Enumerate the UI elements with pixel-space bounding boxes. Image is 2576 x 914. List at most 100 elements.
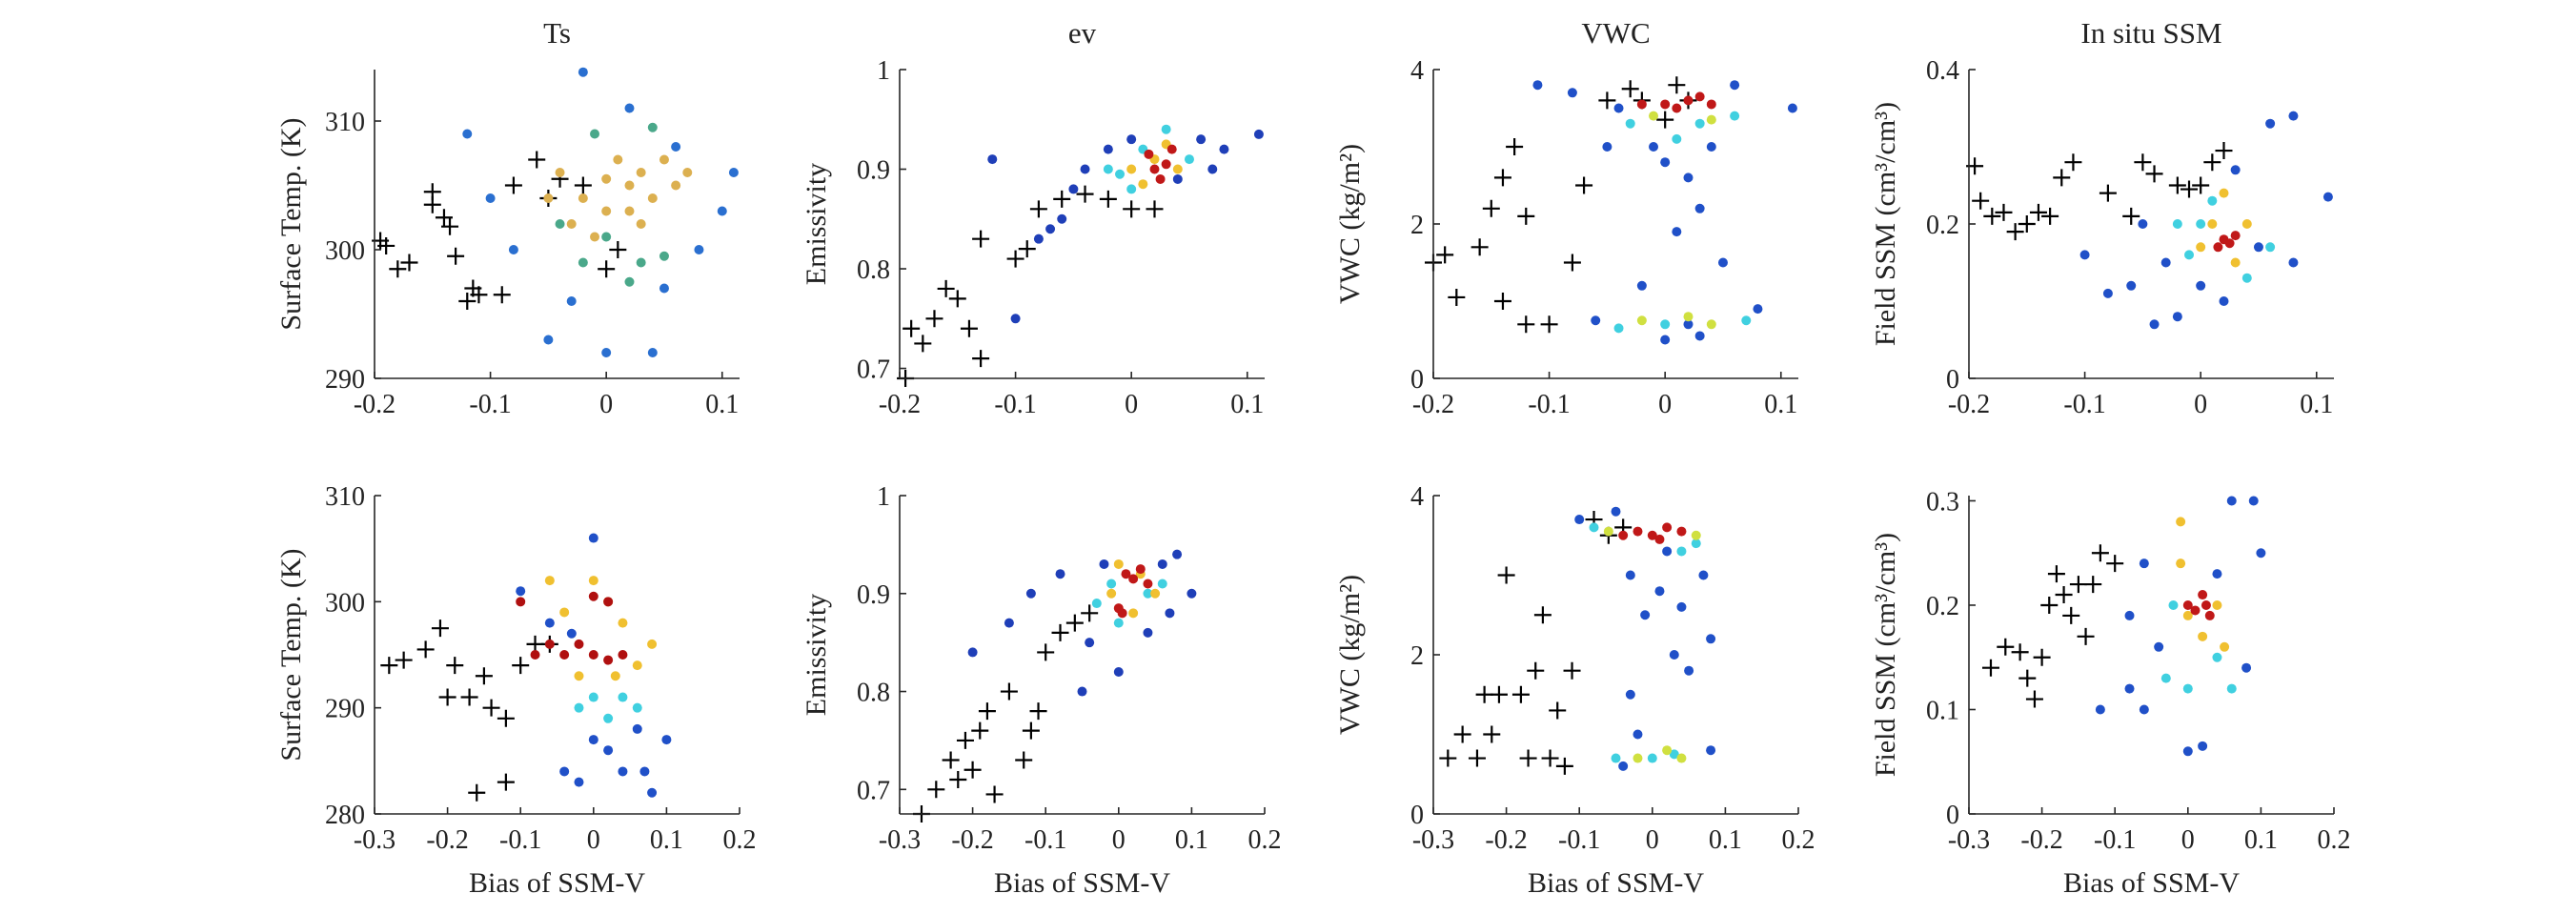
dot-point (2139, 559, 2149, 569)
dot-point (601, 173, 612, 184)
x-tick-label: 0 (1125, 390, 1138, 419)
plus-point (380, 657, 398, 675)
x-tick-label: 0.2 (723, 825, 757, 855)
dot-point (2241, 662, 2252, 673)
plus-point (423, 195, 441, 213)
dot-point (1591, 315, 1601, 326)
dot-point (559, 650, 570, 660)
y-axis-label: Surface Temp. (K) (275, 117, 307, 330)
y-axis-label: Emissivity (801, 594, 832, 716)
plus-point (2053, 169, 2071, 187)
plus-point (2122, 207, 2140, 225)
plus-point (400, 254, 418, 272)
plus-point (1598, 91, 1616, 110)
dot-point (2226, 496, 2237, 506)
plus-point (1123, 200, 1141, 218)
dot-point (2176, 559, 2186, 569)
x-tick-label: 0 (587, 825, 600, 855)
y-tick-label: 0 (1410, 365, 1424, 395)
y-tick-label: 0.9 (857, 580, 890, 610)
plus-point (1475, 685, 1493, 703)
y-tick-label: 0.3 (1926, 487, 1959, 517)
plus-point (2084, 576, 2102, 594)
plus-point (2041, 207, 2059, 225)
dot-point (618, 650, 628, 660)
x-tick-label: -0.2 (1948, 390, 1990, 419)
plus-point (1029, 702, 1047, 721)
y-tick-label: 0.7 (857, 776, 890, 805)
dot-point (601, 348, 612, 357)
dot-point (1143, 588, 1153, 599)
dot-point (1004, 618, 1014, 628)
plus-point (1517, 315, 1535, 334)
dot-point (1647, 530, 1657, 540)
dot-point (1121, 569, 1131, 579)
y-axis-label: VWC (kg/m²) (1334, 575, 1366, 735)
plus-point (475, 667, 493, 685)
plus-point (1533, 606, 1552, 624)
x-tick-label: -0.2 (426, 825, 468, 855)
dot-point (1187, 588, 1197, 599)
dot-point (588, 735, 598, 745)
plus-point (416, 640, 435, 659)
plus-point (1555, 757, 1573, 775)
dot-point (2241, 219, 2252, 229)
dot-point (2172, 312, 2182, 322)
panel: -0.2 -0.1 0 0.1 290 300 310 Ts Surface Temp. (K) (275, 16, 740, 419)
y-tick-label: 0 (1410, 801, 1424, 830)
plus-point (1053, 190, 1071, 208)
dot-point (618, 766, 628, 777)
dot-point (1113, 559, 1124, 569)
x-tick-label: 0.1 (1230, 390, 1264, 419)
dot-point (1115, 169, 1126, 179)
plus-point (447, 247, 465, 265)
dot-point (671, 180, 681, 191)
plus-point (1037, 643, 1055, 661)
dot-point (2124, 610, 2135, 620)
dot-point (2219, 188, 2229, 198)
dot-point (1057, 213, 1067, 224)
plus-point (1029, 200, 1047, 218)
dot-point (1603, 526, 1613, 537)
y-tick-label: 290 (325, 695, 365, 724)
dot-point (555, 168, 565, 177)
plus-point (1471, 238, 1489, 256)
dot-point (1660, 157, 1671, 168)
dot-point (1128, 574, 1139, 584)
x-tick-label: -0.2 (354, 390, 396, 419)
dot-point (574, 639, 584, 649)
plus-point (972, 350, 990, 368)
dot-point (2182, 683, 2193, 694)
x-tick-label: 0 (1658, 390, 1672, 419)
plus-point (2029, 203, 2047, 221)
dot-point (1694, 331, 1705, 341)
x-tick-label: -0.1 (1024, 825, 1066, 855)
dot-point (578, 257, 588, 268)
panel: -0.3 -0.2 -0.1 0 0.1 0.2 0.7 0.8 0.9 1 Bias of SSM… (801, 482, 1282, 899)
dot-point (1080, 164, 1090, 174)
dot-point (987, 154, 998, 165)
plus-point (497, 709, 515, 727)
dot-point (2207, 195, 2218, 206)
plus-point (1506, 138, 1524, 155)
plus-point (1000, 682, 1018, 701)
dot-point (1633, 526, 1643, 537)
x-tick-label: -0.3 (354, 825, 396, 855)
x-axis-label: Bias of SSM-V (469, 867, 645, 899)
dot-point (1660, 319, 1671, 330)
x-tick-label: 0.1 (705, 390, 739, 419)
plus-point (1436, 246, 1454, 264)
dot-point (682, 168, 693, 177)
plus-point (1981, 659, 1999, 677)
plus-point (377, 236, 396, 254)
dot-point (1694, 203, 1705, 213)
dot-point (1662, 522, 1673, 533)
dot-point (1683, 95, 1694, 106)
plus-point (1099, 190, 1117, 208)
y-tick-label: 0.4 (1926, 56, 1959, 86)
dot-point (2160, 257, 2171, 268)
y-tick-label: 310 (325, 108, 365, 137)
plus-point (482, 699, 500, 717)
dot-point (636, 168, 646, 177)
plus-point (937, 279, 955, 297)
